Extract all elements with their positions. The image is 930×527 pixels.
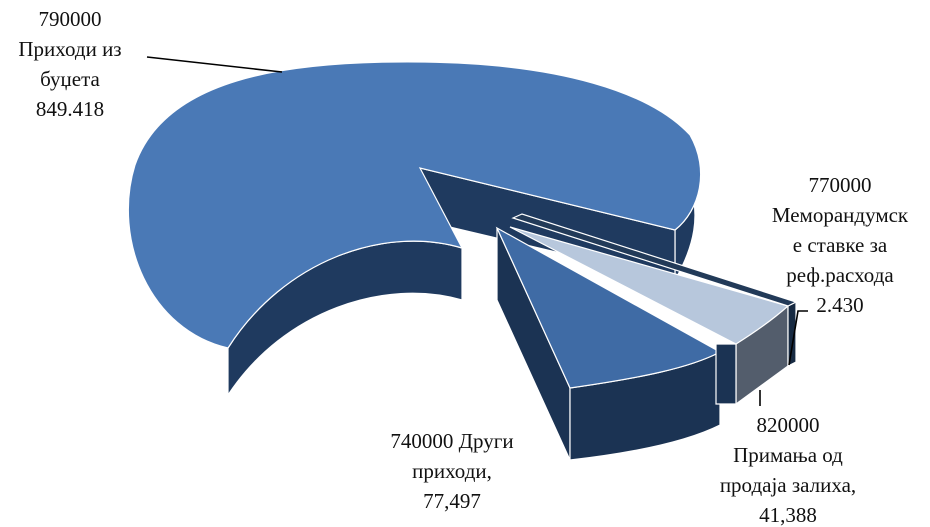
label-sales-of-stock-line-2: продаја залиха, [720, 473, 856, 497]
label-sales-of-stock: 820000 Примања од продаја залиха, 41,388 [720, 413, 856, 527]
label-budget-line-0: 790000 [39, 7, 102, 31]
label-budget-line-2: буџета [40, 67, 100, 91]
slice-sales-of-stock-top [509, 226, 790, 345]
label-memorandum-line-4: 2.430 [816, 293, 863, 317]
label-memorandum-line-0: 770000 [809, 173, 872, 197]
leader-line-budget [146, 56, 283, 73]
leader-line-memorandum [788, 310, 808, 366]
label-sales-of-stock-line-3: 41,388 [759, 503, 817, 527]
label-other-income-line-2: 77,497 [423, 489, 481, 513]
pie-slices [127, 61, 798, 461]
leader-lines [146, 56, 808, 406]
slice-memorandum [511, 213, 798, 367]
label-budget-line-3: 849.418 [36, 97, 104, 121]
label-memorandum-line-1: Меморандумск [772, 203, 909, 227]
slice-memorandum-top [511, 213, 798, 307]
slice-other-income [495, 226, 722, 461]
slice-labels: 790000 Приходи из буџета 849.418 770000 Мемор… [18, 7, 909, 527]
slice-other-income-top [495, 226, 722, 389]
slice-budget-top [127, 61, 702, 349]
label-sales-of-stock-line-1: Примања од [733, 443, 843, 467]
label-other-income-line-0: 740000 Други [390, 429, 513, 453]
label-budget-line-1: Приходи из [18, 37, 121, 61]
label-memorandum: 770000 Меморандумск е ставке за реф.расхода… [772, 173, 909, 317]
label-budget: 790000 Приходи из буџета 849.418 [18, 7, 121, 121]
label-memorandum-line-2: е ставке за [793, 233, 888, 257]
label-memorandum-line-3: реф.расхода [786, 263, 894, 287]
label-sales-of-stock-line-0: 820000 [757, 413, 820, 437]
label-other-income-line-1: приходи, [412, 459, 492, 483]
slice-sales-of-stock-side-1 [715, 343, 737, 405]
label-other-income: 740000 Други приходи, 77,497 [390, 429, 513, 513]
